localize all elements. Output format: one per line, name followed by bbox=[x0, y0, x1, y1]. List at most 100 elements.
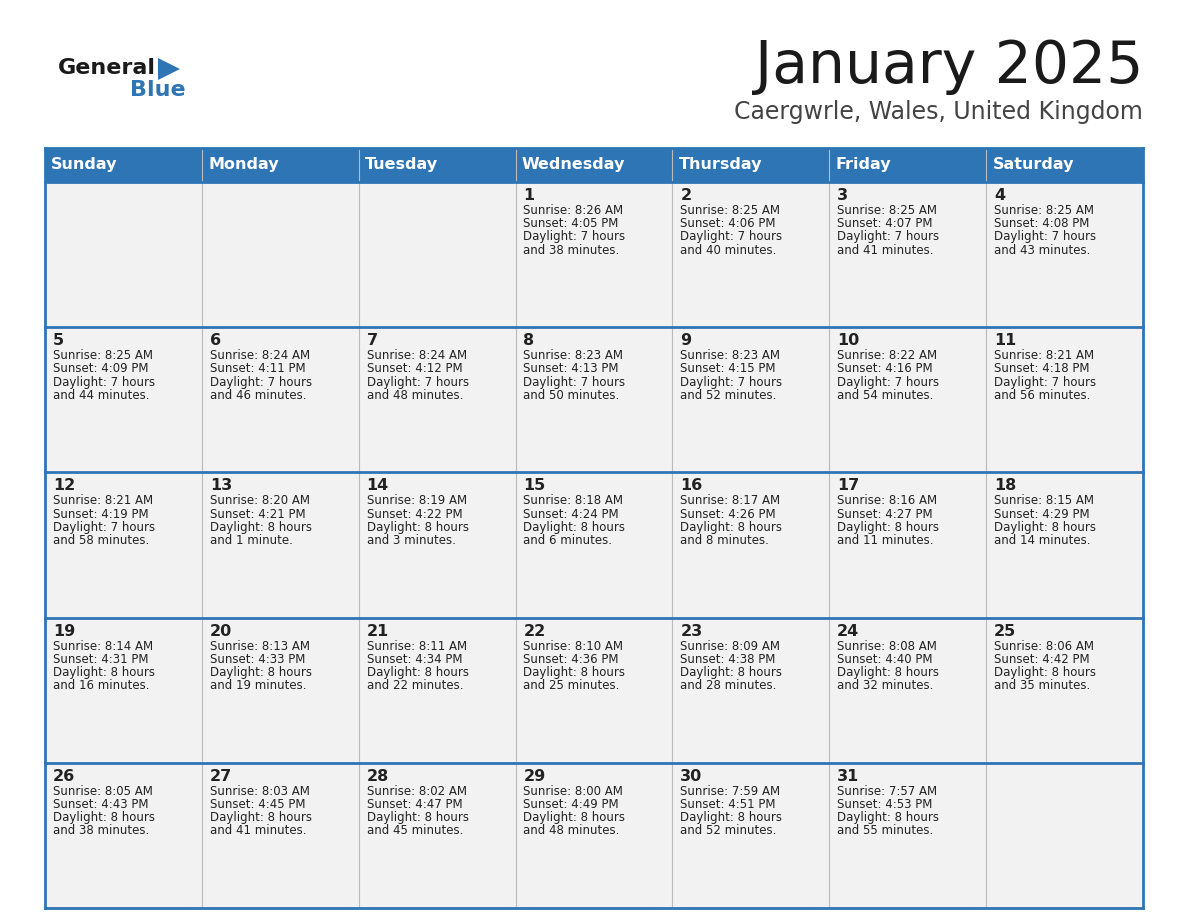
Text: Daylight: 8 hours: Daylight: 8 hours bbox=[681, 812, 782, 824]
Text: Sunset: 4:12 PM: Sunset: 4:12 PM bbox=[367, 363, 462, 375]
Text: Sunset: 4:34 PM: Sunset: 4:34 PM bbox=[367, 653, 462, 666]
Text: 17: 17 bbox=[838, 478, 859, 493]
Text: Daylight: 8 hours: Daylight: 8 hours bbox=[210, 666, 311, 679]
Text: Daylight: 8 hours: Daylight: 8 hours bbox=[524, 521, 625, 534]
Text: and 45 minutes.: and 45 minutes. bbox=[367, 824, 463, 837]
Bar bbox=[829, 473, 986, 618]
Text: 2: 2 bbox=[681, 188, 691, 203]
Text: and 8 minutes.: and 8 minutes. bbox=[681, 534, 769, 547]
Text: Sunrise: 8:25 AM: Sunrise: 8:25 AM bbox=[52, 350, 153, 363]
Polygon shape bbox=[158, 58, 181, 80]
Text: and 41 minutes.: and 41 minutes. bbox=[210, 824, 307, 837]
Text: 28: 28 bbox=[367, 768, 388, 784]
Text: 21: 21 bbox=[367, 623, 388, 639]
Text: and 38 minutes.: and 38 minutes. bbox=[52, 824, 148, 837]
Text: and 32 minutes.: and 32 minutes. bbox=[838, 679, 934, 692]
Text: Sunrise: 8:10 AM: Sunrise: 8:10 AM bbox=[524, 640, 624, 653]
Text: and 6 minutes.: and 6 minutes. bbox=[524, 534, 613, 547]
Bar bbox=[359, 182, 516, 327]
Text: Daylight: 8 hours: Daylight: 8 hours bbox=[994, 666, 1097, 679]
Text: Sunrise: 8:21 AM: Sunrise: 8:21 AM bbox=[994, 350, 1094, 363]
Text: Sunset: 4:43 PM: Sunset: 4:43 PM bbox=[52, 798, 148, 812]
Text: and 58 minutes.: and 58 minutes. bbox=[52, 534, 148, 547]
Text: 15: 15 bbox=[524, 478, 545, 493]
Text: Daylight: 7 hours: Daylight: 7 hours bbox=[52, 375, 154, 388]
Bar bbox=[202, 473, 359, 618]
Text: and 1 minute.: and 1 minute. bbox=[210, 534, 292, 547]
Bar bbox=[672, 327, 829, 473]
Bar bbox=[986, 763, 1143, 908]
Text: Sunset: 4:31 PM: Sunset: 4:31 PM bbox=[52, 653, 148, 666]
Text: Sunrise: 8:24 AM: Sunrise: 8:24 AM bbox=[367, 350, 467, 363]
Text: Sunset: 4:19 PM: Sunset: 4:19 PM bbox=[52, 508, 148, 521]
Bar bbox=[672, 618, 829, 763]
Text: 14: 14 bbox=[367, 478, 388, 493]
Text: Sunrise: 8:08 AM: Sunrise: 8:08 AM bbox=[838, 640, 937, 653]
Text: and 11 minutes.: and 11 minutes. bbox=[838, 534, 934, 547]
Text: Daylight: 7 hours: Daylight: 7 hours bbox=[681, 375, 783, 388]
Text: Sunset: 4:07 PM: Sunset: 4:07 PM bbox=[838, 218, 933, 230]
Text: Sunday: Sunday bbox=[51, 158, 118, 173]
Text: and 48 minutes.: and 48 minutes. bbox=[524, 824, 620, 837]
Text: Sunset: 4:11 PM: Sunset: 4:11 PM bbox=[210, 363, 305, 375]
Text: Tuesday: Tuesday bbox=[365, 158, 438, 173]
Text: Daylight: 8 hours: Daylight: 8 hours bbox=[367, 521, 468, 534]
Text: Sunrise: 8:15 AM: Sunrise: 8:15 AM bbox=[994, 495, 1094, 508]
Text: Sunrise: 8:03 AM: Sunrise: 8:03 AM bbox=[210, 785, 310, 798]
Text: and 14 minutes.: and 14 minutes. bbox=[994, 534, 1091, 547]
Text: Sunset: 4:22 PM: Sunset: 4:22 PM bbox=[367, 508, 462, 521]
Text: Sunset: 4:33 PM: Sunset: 4:33 PM bbox=[210, 653, 305, 666]
Text: Daylight: 8 hours: Daylight: 8 hours bbox=[838, 666, 940, 679]
Text: Saturday: Saturday bbox=[992, 158, 1074, 173]
Text: and 35 minutes.: and 35 minutes. bbox=[994, 679, 1091, 692]
Text: and 43 minutes.: and 43 minutes. bbox=[994, 243, 1091, 257]
Text: Sunset: 4:16 PM: Sunset: 4:16 PM bbox=[838, 363, 933, 375]
Text: Sunset: 4:51 PM: Sunset: 4:51 PM bbox=[681, 798, 776, 812]
Text: Sunrise: 7:57 AM: Sunrise: 7:57 AM bbox=[838, 785, 937, 798]
Text: Daylight: 7 hours: Daylight: 7 hours bbox=[994, 230, 1097, 243]
Bar bbox=[829, 182, 986, 327]
Text: Sunset: 4:06 PM: Sunset: 4:06 PM bbox=[681, 218, 776, 230]
Text: Sunset: 4:42 PM: Sunset: 4:42 PM bbox=[994, 653, 1089, 666]
Text: Sunset: 4:15 PM: Sunset: 4:15 PM bbox=[681, 363, 776, 375]
Text: Sunset: 4:29 PM: Sunset: 4:29 PM bbox=[994, 508, 1089, 521]
Text: 31: 31 bbox=[838, 768, 859, 784]
Text: Sunset: 4:27 PM: Sunset: 4:27 PM bbox=[838, 508, 933, 521]
Text: 5: 5 bbox=[52, 333, 64, 348]
Text: and 3 minutes.: and 3 minutes. bbox=[367, 534, 455, 547]
Text: Sunrise: 8:26 AM: Sunrise: 8:26 AM bbox=[524, 204, 624, 217]
Text: Daylight: 8 hours: Daylight: 8 hours bbox=[52, 666, 154, 679]
Text: Daylight: 7 hours: Daylight: 7 hours bbox=[838, 375, 940, 388]
Text: Sunrise: 8:23 AM: Sunrise: 8:23 AM bbox=[524, 350, 624, 363]
Text: Daylight: 8 hours: Daylight: 8 hours bbox=[210, 521, 311, 534]
Text: and 28 minutes.: and 28 minutes. bbox=[681, 679, 777, 692]
Bar bbox=[516, 763, 672, 908]
Text: 20: 20 bbox=[210, 623, 232, 639]
Text: Sunset: 4:47 PM: Sunset: 4:47 PM bbox=[367, 798, 462, 812]
Bar bbox=[986, 327, 1143, 473]
Text: Sunset: 4:13 PM: Sunset: 4:13 PM bbox=[524, 363, 619, 375]
Text: Daylight: 7 hours: Daylight: 7 hours bbox=[994, 375, 1097, 388]
Bar bbox=[359, 327, 516, 473]
Text: 6: 6 bbox=[210, 333, 221, 348]
Text: Sunrise: 8:25 AM: Sunrise: 8:25 AM bbox=[838, 204, 937, 217]
Text: Daylight: 8 hours: Daylight: 8 hours bbox=[681, 666, 782, 679]
Text: Sunrise: 8:16 AM: Sunrise: 8:16 AM bbox=[838, 495, 937, 508]
Text: Daylight: 8 hours: Daylight: 8 hours bbox=[367, 666, 468, 679]
Text: Daylight: 8 hours: Daylight: 8 hours bbox=[367, 812, 468, 824]
Text: Daylight: 8 hours: Daylight: 8 hours bbox=[524, 812, 625, 824]
Text: Sunset: 4:18 PM: Sunset: 4:18 PM bbox=[994, 363, 1089, 375]
Text: Daylight: 8 hours: Daylight: 8 hours bbox=[838, 521, 940, 534]
Bar bbox=[986, 182, 1143, 327]
Text: 16: 16 bbox=[681, 478, 702, 493]
Text: and 56 minutes.: and 56 minutes. bbox=[994, 389, 1091, 402]
Text: Sunrise: 8:20 AM: Sunrise: 8:20 AM bbox=[210, 495, 310, 508]
Bar bbox=[516, 473, 672, 618]
Text: 13: 13 bbox=[210, 478, 232, 493]
Text: 30: 30 bbox=[681, 768, 702, 784]
Text: 24: 24 bbox=[838, 623, 859, 639]
Text: Sunrise: 8:13 AM: Sunrise: 8:13 AM bbox=[210, 640, 310, 653]
Text: Daylight: 7 hours: Daylight: 7 hours bbox=[367, 375, 469, 388]
Bar bbox=[986, 618, 1143, 763]
Bar bbox=[359, 618, 516, 763]
